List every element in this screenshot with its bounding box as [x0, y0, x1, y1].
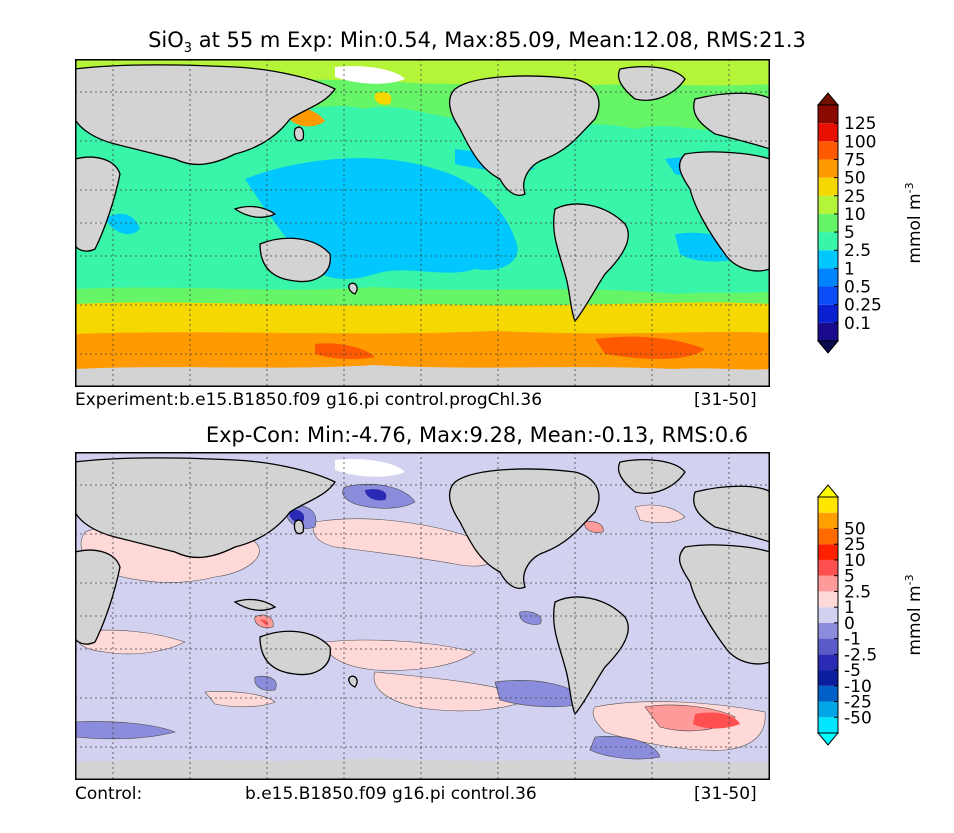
- panel1-caption-left: Experiment:b.e15.B1850.f09 g16.pi contro…: [75, 390, 543, 410]
- panel1-colorbar-swatch: [818, 159, 838, 178]
- panel1-colorbar-swatch: [818, 105, 838, 124]
- panel1-colorbar-swatch: [818, 123, 838, 142]
- panel1-colorbar-unit-label: mmol m-3: [903, 182, 925, 263]
- panel2-map: [75, 452, 770, 780]
- panel1-colorbar-tick-label: 25: [844, 187, 866, 207]
- panel2-colorbar-swatch: [818, 654, 838, 671]
- panel2-colorbar-swatch: [818, 559, 838, 576]
- panel2-colorbar-tick-label: -50: [844, 708, 872, 728]
- panel1-colorbar-tick-label: 0.1: [844, 314, 871, 334]
- panel2-colorbar-swatch: [818, 497, 838, 513]
- panel2-colorbar-under-arrow: [816, 732, 840, 746]
- panel1-colorbar-swatch: [818, 250, 838, 269]
- panel1-colorbar-tick-label: 125: [844, 114, 876, 134]
- panel2-colorbar-swatch: [818, 512, 838, 529]
- panel2-colorbar-tick-label: 2.5: [844, 582, 871, 602]
- panel2-colorbar-tick-label: -5: [844, 661, 861, 681]
- panel1-colorbar-swatch: [818, 213, 838, 233]
- panel2-colorbar-tick-label: 25: [844, 535, 866, 555]
- panel1-colorbar-swatch: [818, 322, 838, 341]
- panel2-colorbar-tick-label: 50: [844, 519, 866, 539]
- panel2-colorbar-unit-label: mmol m-3: [903, 574, 925, 655]
- panel1-colorbar-swatch: [818, 268, 838, 287]
- panel1-colorbar-over-arrow: [816, 92, 840, 106]
- panel2-caption-right: [31-50]: [694, 784, 757, 804]
- panel1-colorbar-swatch: [818, 286, 838, 305]
- panel2-colorbar-tick-label: -2.5: [844, 645, 877, 665]
- panel2-colorbar-tick-label: -10: [844, 677, 872, 697]
- panel2-colorbar-swatch: [818, 591, 838, 608]
- panel2-caption-left: Control:: [75, 784, 143, 804]
- panel2-colorbar-tick-label: 1: [844, 598, 855, 618]
- panel1-title-var: SiO: [148, 28, 184, 52]
- panel2-colorbar-swatch: [818, 717, 838, 733]
- panel2-caption-mid: b.e15.B1850.f09 g16.pi control.36: [245, 784, 537, 804]
- panel2-colorbar-swatch: [818, 638, 838, 655]
- panel2-colorbar-swatch: [818, 685, 838, 702]
- panel1-title-rest: at 55 m Exp: Min:0.54, Max:85.09, Mean:1…: [192, 28, 806, 52]
- panel2-colorbar-swatch: [818, 701, 838, 718]
- panel1-map: [75, 59, 770, 387]
- panel2-colorbar-swatch: [818, 622, 838, 639]
- panel2-colorbar-swatch: [818, 575, 838, 592]
- panel2-title-text: Exp-Con: Min:-4.76, Max:9.28, Mean:-0.13…: [205, 423, 749, 447]
- panel2-colorbar-over-arrow: [816, 484, 840, 498]
- panel1-title: SiO3 at 55 m Exp: Min:0.54, Max:85.09, M…: [0, 28, 954, 56]
- panel1-colorbar-swatch: [818, 195, 838, 214]
- panel2-colorbar-swatch: [818, 670, 838, 686]
- panel1-colorbar-tick-label: 50: [844, 169, 866, 189]
- panel1-colorbar-under-arrow: [816, 340, 840, 354]
- panel1-colorbar-tick-label: 0.25: [844, 296, 882, 316]
- panel1-colorbar-tick-label: 75: [844, 150, 866, 170]
- panel1-colorbar-tick-label: 0.5: [844, 278, 871, 298]
- panel1-colorbar-tick-label: 5: [844, 223, 855, 243]
- panel1-colorbar-swatch: [818, 141, 838, 160]
- panel1-colorbar-tick-label: 100: [844, 132, 876, 152]
- panel1-title-sub: 3: [183, 41, 193, 57]
- panel2-colorbar-tick-label: 10: [844, 551, 866, 571]
- panel1-colorbar-tick-label: 10: [844, 205, 866, 225]
- panel1-colorbar-tick-label: 2.5: [844, 241, 871, 261]
- panel2-colorbar-tick-label: 5: [844, 567, 855, 587]
- panel2-colorbar-tick-label: 0: [844, 614, 855, 634]
- panel2-colorbar-tick-label: -1: [844, 630, 861, 650]
- panel2-colorbar-swatch: [818, 528, 838, 545]
- panel2-colorbar-tick-label: -25: [844, 693, 872, 713]
- panel1-caption-right: [31-50]: [694, 390, 757, 410]
- panel1-colorbar-swatch: [818, 232, 838, 251]
- panel2-colorbar-swatch: [818, 544, 838, 560]
- panel2-colorbar-swatch: [818, 607, 838, 623]
- panel1-colorbar-swatch: [818, 304, 838, 323]
- panel1-colorbar-swatch: [818, 177, 838, 196]
- panel1-colorbar-tick-label: 1: [844, 259, 855, 279]
- panel2-title: Exp-Con: Min:-4.76, Max:9.28, Mean:-0.13…: [0, 423, 954, 447]
